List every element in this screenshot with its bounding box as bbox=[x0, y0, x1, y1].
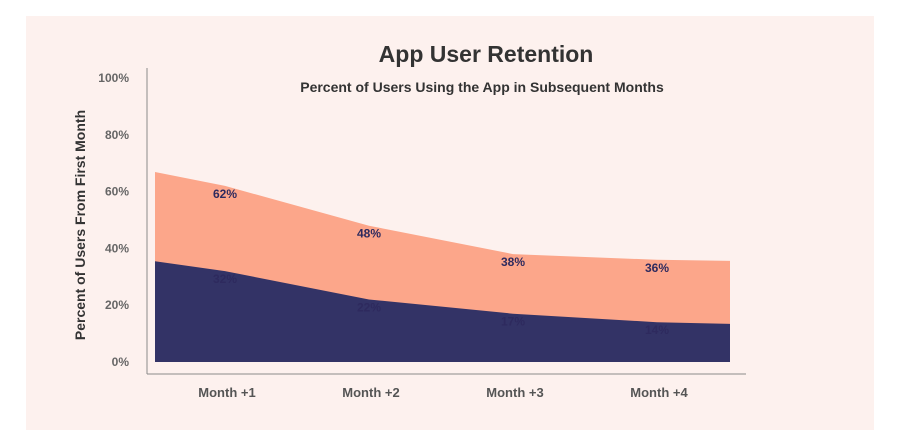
data-label: 62% bbox=[213, 187, 237, 201]
data-label: 14% bbox=[645, 323, 669, 337]
x-tick-label: Month +1 bbox=[198, 385, 255, 400]
data-label: 48% bbox=[357, 227, 381, 241]
x-tick-labels: Month +1 Month +2 Month +3 Month +4 bbox=[198, 385, 688, 400]
y-tick-label: 0% bbox=[112, 355, 130, 369]
data-label: 22% bbox=[357, 301, 381, 315]
data-label: 17% bbox=[501, 315, 525, 329]
y-tick-label: 100% bbox=[98, 71, 129, 85]
y-tick-label: 80% bbox=[105, 128, 129, 142]
y-tick-labels: 0% 20% 40% 60% 80% 100% bbox=[98, 71, 129, 369]
data-label: 36% bbox=[645, 261, 669, 275]
chart-areas bbox=[155, 172, 730, 362]
chart-title: App User Retention bbox=[378, 41, 594, 67]
chart-subtitle: Percent of Users Using the App in Subseq… bbox=[300, 79, 664, 95]
x-tick-label: Month +4 bbox=[630, 385, 688, 400]
y-axis-label: Percent of Users From First Month bbox=[72, 110, 88, 340]
chart-axes bbox=[146, 68, 746, 375]
area-series-2 bbox=[155, 261, 730, 362]
data-label: 38% bbox=[501, 255, 525, 269]
x-tick-label: Month +3 bbox=[486, 385, 543, 400]
y-tick-label: 40% bbox=[105, 241, 129, 255]
x-tick-label: Month +2 bbox=[342, 385, 399, 400]
y-tick-label: 20% bbox=[105, 298, 129, 312]
y-tick-label: 60% bbox=[105, 185, 129, 199]
data-label: 32% bbox=[213, 272, 237, 286]
data-labels: 62% 48% 38% 36% 32% 22% 17% 14% bbox=[213, 187, 669, 337]
